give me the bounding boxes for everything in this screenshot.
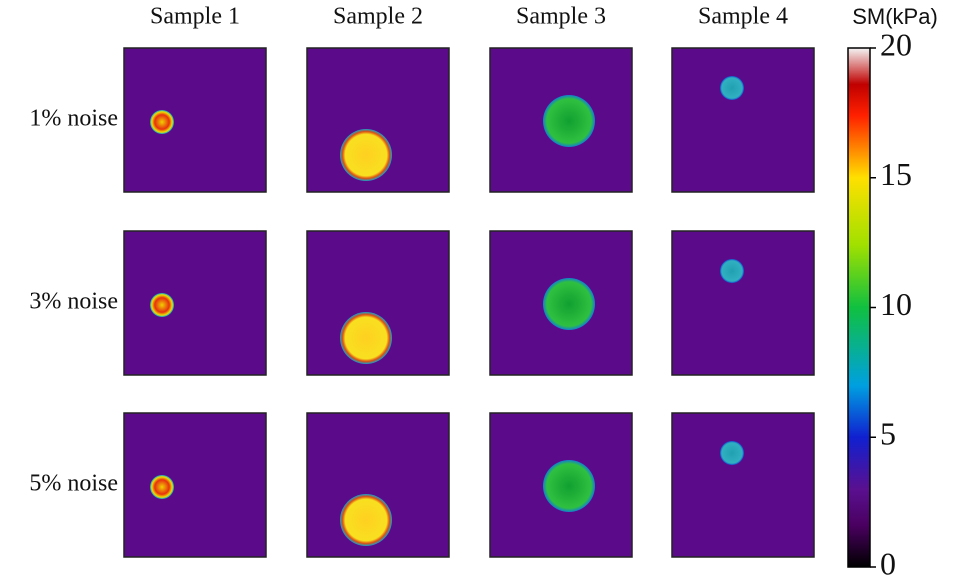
inclusion — [720, 259, 744, 283]
column-label: Sample 4 — [698, 4, 788, 30]
column-label: Sample 2 — [333, 4, 423, 30]
inclusion — [150, 110, 174, 134]
tick-label: 20 — [880, 26, 912, 62]
map-panel — [671, 230, 815, 376]
tick-label: 10 — [880, 286, 912, 322]
inclusion — [150, 293, 174, 317]
map-panel — [123, 47, 267, 193]
inclusion — [543, 460, 595, 512]
inclusion — [720, 441, 744, 465]
column-label: Sample 1 — [150, 4, 240, 30]
colorbar — [847, 47, 871, 568]
inclusion — [340, 494, 392, 546]
row-label: 3% noise — [29, 289, 118, 315]
inclusion — [720, 76, 744, 100]
inclusion — [340, 312, 392, 364]
map-panel — [671, 47, 815, 193]
inclusion — [543, 95, 595, 147]
panels — [123, 47, 815, 558]
colorbar-label: SM(kPa) — [852, 4, 938, 29]
inclusion — [340, 129, 392, 181]
tick-label: 15 — [880, 156, 912, 192]
inclusion — [543, 278, 595, 330]
inclusion — [150, 475, 174, 499]
tick-label: 0 — [880, 545, 896, 581]
row-label: 1% noise — [29, 106, 118, 132]
map-panel — [123, 230, 267, 376]
map-panel — [306, 230, 450, 376]
map-panel — [671, 412, 815, 558]
row-label: 5% noise — [29, 471, 118, 497]
column-label: Sample 3 — [516, 4, 606, 30]
map-panel — [123, 412, 267, 558]
tick-label: 5 — [880, 416, 896, 452]
